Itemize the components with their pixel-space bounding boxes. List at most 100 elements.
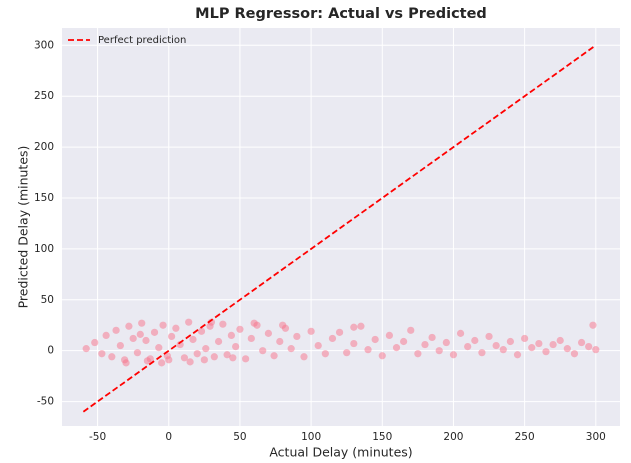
- point: [485, 332, 493, 341]
- point: [570, 350, 579, 358]
- point: [172, 324, 180, 332]
- point: [186, 358, 194, 366]
- point: [421, 340, 429, 349]
- point: [407, 326, 415, 334]
- x-tick-label: 0: [165, 431, 172, 443]
- legend: Perfect prediction: [68, 35, 186, 46]
- point: [314, 341, 322, 350]
- point: [165, 356, 173, 364]
- point: [242, 355, 250, 363]
- point: [442, 338, 450, 347]
- y-axis-label: Predicted Delay (minutes): [16, 146, 31, 309]
- point: [535, 339, 543, 348]
- point: [542, 348, 550, 356]
- point: [250, 319, 258, 327]
- point: [200, 356, 208, 364]
- y-tick-label: 300: [34, 39, 54, 51]
- point: [506, 337, 514, 346]
- point: [556, 336, 564, 345]
- point: [577, 338, 586, 347]
- point: [236, 325, 244, 333]
- point: [185, 318, 193, 326]
- y-tick-label: 200: [34, 141, 54, 153]
- legend-label: Perfect prediction: [98, 35, 186, 46]
- point: [464, 343, 472, 351]
- point: [335, 328, 344, 336]
- point: [449, 351, 458, 359]
- point: [168, 332, 176, 341]
- x-tick-label: 50: [233, 431, 246, 443]
- point: [492, 341, 500, 350]
- y-tick-label: -50: [37, 396, 54, 408]
- point: [549, 340, 557, 349]
- x-axis-label: Actual Delay (minutes): [269, 445, 412, 460]
- point: [159, 321, 167, 329]
- point: [521, 334, 529, 343]
- point: [371, 335, 379, 344]
- point: [122, 359, 130, 367]
- point: [392, 344, 401, 352]
- point: [270, 352, 278, 360]
- plot-area: [62, 28, 620, 426]
- point: [227, 331, 235, 340]
- y-tick-label: 50: [41, 294, 54, 306]
- point: [214, 337, 223, 346]
- point: [357, 322, 365, 330]
- point: [112, 326, 120, 334]
- point: [264, 329, 273, 337]
- x-tick-label: 100: [301, 431, 321, 443]
- point: [585, 343, 593, 351]
- point: [592, 346, 600, 354]
- point: [589, 321, 597, 329]
- point: [378, 352, 386, 360]
- point: [223, 351, 231, 359]
- point: [307, 327, 315, 335]
- point: [350, 323, 358, 331]
- x-tick-label: -50: [89, 431, 106, 443]
- point: [414, 350, 422, 358]
- point: [328, 334, 337, 343]
- point: [276, 337, 284, 346]
- point: [428, 333, 436, 342]
- chart-title: MLP Regressor: Actual vs Predicted: [195, 6, 487, 22]
- point: [142, 336, 150, 345]
- point: [435, 347, 443, 355]
- point: [232, 343, 240, 351]
- y-tick-label: 250: [34, 90, 54, 102]
- point: [259, 347, 267, 355]
- scatter-points: [82, 318, 600, 367]
- x-tick-label: 250: [515, 431, 535, 443]
- point: [82, 345, 90, 353]
- point: [202, 345, 210, 353]
- point: [155, 344, 163, 352]
- point: [189, 335, 197, 344]
- point: [456, 329, 465, 337]
- x-tick-label: 300: [586, 431, 606, 443]
- point: [193, 350, 201, 358]
- y-tick-label: 150: [34, 192, 54, 204]
- point: [293, 332, 301, 341]
- point: [158, 359, 166, 367]
- point: [528, 344, 536, 352]
- point: [499, 346, 507, 354]
- point: [116, 341, 124, 350]
- point: [563, 345, 571, 353]
- point: [321, 350, 329, 358]
- point: [279, 321, 287, 329]
- point: [108, 353, 116, 361]
- point: [197, 327, 206, 335]
- perfect-prediction-line: [82, 44, 597, 413]
- point: [143, 357, 152, 365]
- point: [385, 331, 393, 340]
- point: [400, 337, 408, 346]
- point: [125, 322, 133, 330]
- point: [343, 349, 351, 357]
- point: [478, 349, 486, 357]
- point: [364, 346, 372, 354]
- point: [150, 328, 159, 336]
- x-tick-label: 200: [443, 431, 463, 443]
- point: [180, 354, 189, 362]
- point: [287, 345, 295, 353]
